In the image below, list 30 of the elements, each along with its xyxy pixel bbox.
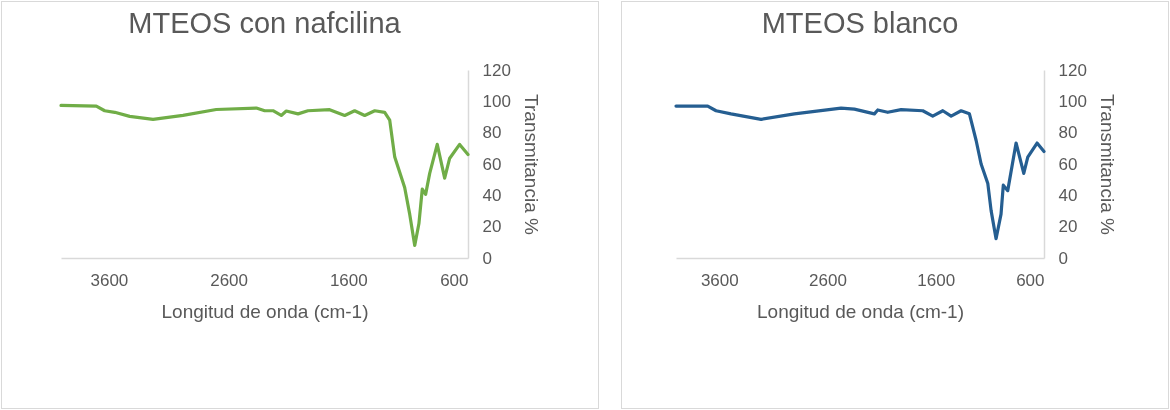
y-tick-label: 20 <box>482 217 502 237</box>
x-tick-label: 2600 <box>210 270 248 290</box>
y-tick-label: 20 <box>1058 217 1078 237</box>
x-tick-label: 2600 <box>809 270 847 290</box>
y-tick-label: 60 <box>1058 154 1078 174</box>
chart-title: MTEOS con nafcilina <box>128 7 402 39</box>
y-axis-title: Transmitancia % <box>1096 94 1118 235</box>
x-tick-label: 600 <box>440 270 469 290</box>
x-axis-title: Longitud de onda (cm-1) <box>161 300 369 322</box>
x-axis-title: Longitud de onda (cm-1) <box>756 300 965 322</box>
y-tick-label: 40 <box>482 185 502 205</box>
y-tick-label: 40 <box>1058 185 1078 205</box>
y-tick-label: 100 <box>482 91 511 111</box>
x-tick-label: 1600 <box>329 270 368 290</box>
y-tick-label: 120 <box>1058 60 1087 80</box>
x-tick-label: 1600 <box>917 270 956 290</box>
x-tick-label: 600 <box>1016 270 1045 290</box>
y-tick-label: 120 <box>482 60 511 80</box>
y-tick-label: 100 <box>1058 91 1087 111</box>
chart-title: MTEOS blanco <box>761 7 959 39</box>
y-tick-label: 0 <box>482 248 492 268</box>
y-tick-label: 80 <box>1058 123 1078 143</box>
y-tick-label: 0 <box>1058 248 1068 268</box>
y-tick-label: 80 <box>482 123 502 143</box>
y-tick-label: 60 <box>482 154 502 174</box>
x-tick-label: 3600 <box>700 270 739 290</box>
x-tick-label: 3600 <box>90 270 129 290</box>
line-series <box>59 103 470 248</box>
y-axis-title: Transmitancia % <box>520 94 542 235</box>
line-series <box>674 104 1046 241</box>
